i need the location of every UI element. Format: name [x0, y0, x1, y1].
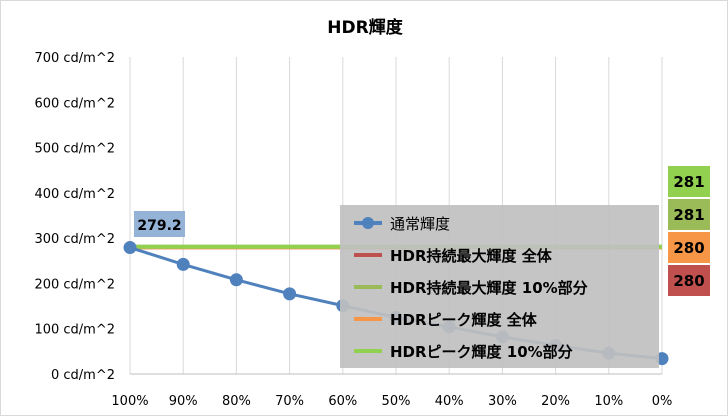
- start-data-label: 279.2: [137, 218, 181, 234]
- x-tick-label: 20%: [541, 394, 570, 409]
- x-tick-label: 30%: [488, 394, 517, 409]
- legend-entry-label: HDRピーク輝度 10%部分: [390, 343, 573, 361]
- end-data-label-box: [668, 265, 710, 296]
- start-data-label-box: [134, 211, 185, 237]
- y-tick-label: 600 cd/m^2: [34, 96, 115, 111]
- data-point: [176, 257, 190, 271]
- x-tick-label: 10%: [594, 394, 623, 409]
- x-tick-label: 90%: [169, 394, 198, 409]
- data-point: [229, 273, 243, 287]
- y-tick-label: 700 cd/m^2: [34, 51, 115, 66]
- x-tick-label: 70%: [275, 394, 304, 409]
- x-tick-label: 0%: [652, 394, 673, 409]
- end-data-label: 281: [673, 173, 704, 191]
- x-tick-label: 60%: [328, 394, 357, 409]
- legend-box: [340, 205, 659, 368]
- legend-marker: [362, 217, 374, 229]
- legend-entry-label: HDRピーク輝度 全体: [390, 311, 538, 329]
- y-tick-label: 400 cd/m^2: [34, 187, 115, 202]
- y-tick-label: 0 cd/m^2: [51, 368, 115, 383]
- x-tick-label: 100%: [111, 394, 148, 409]
- chart-title: HDR輝度: [327, 17, 403, 38]
- data-point: [283, 287, 297, 301]
- data-point: [123, 241, 137, 255]
- end-data-label-box: [668, 166, 710, 197]
- end-data-label: 280: [673, 239, 704, 257]
- y-tick-label: 500 cd/m^2: [34, 142, 115, 157]
- x-tick-label: 40%: [435, 394, 464, 409]
- end-data-label-box: [668, 199, 710, 230]
- legend-entry-label: HDR持続最大輝度 10%部分: [390, 279, 588, 297]
- y-tick-label: 100 cd/m^2: [34, 323, 115, 338]
- y-tick-label: 300 cd/m^2: [34, 232, 115, 247]
- y-tick-label: 200 cd/m^2: [34, 277, 115, 292]
- end-data-label: 280: [673, 272, 704, 290]
- legend-entry-label: HDR持続最大輝度 全体: [390, 247, 553, 265]
- legend-entry-label: 通常輝度: [390, 215, 450, 233]
- x-tick-label: 50%: [382, 394, 411, 409]
- end-data-label-box: [668, 232, 710, 263]
- end-data-label: 281: [673, 206, 704, 224]
- x-tick-label: 80%: [222, 394, 251, 409]
